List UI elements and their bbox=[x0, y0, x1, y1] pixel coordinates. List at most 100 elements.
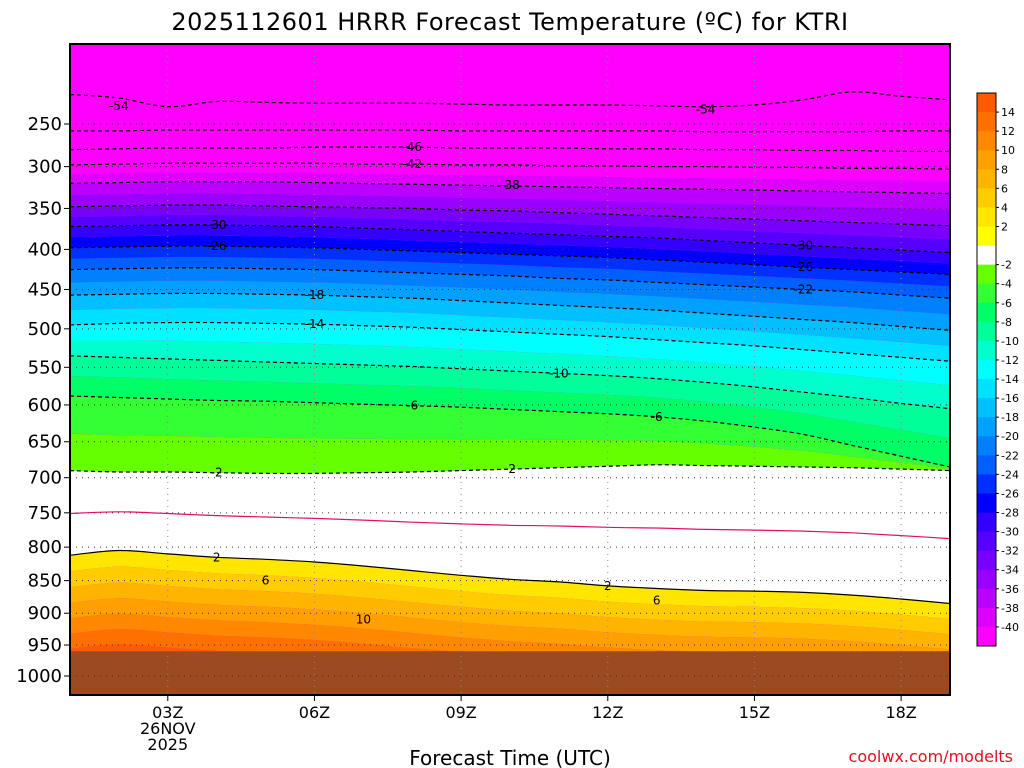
pressure-tick-label: 900 bbox=[28, 603, 62, 624]
temp-band bbox=[70, 235, 950, 275]
temperature-fill-layers bbox=[70, 44, 950, 695]
isotherm-label-text: 2 bbox=[213, 550, 221, 564]
colorbar-swatch bbox=[977, 436, 996, 456]
grid-lines bbox=[70, 44, 950, 695]
isotherm-label: 2 bbox=[604, 579, 612, 593]
colorbar-swatch bbox=[977, 131, 996, 151]
isotherm-label-text: 6 bbox=[653, 593, 661, 607]
pressure-tick-label: 850 bbox=[28, 571, 62, 592]
isotherm-label: -42 bbox=[402, 157, 422, 171]
isotherm-label: -30 bbox=[794, 238, 814, 252]
isotherm-labels: -54 -54-46-42-38-30-30-26-26-22-18-14-10-… bbox=[109, 99, 814, 627]
colorbar-swatch bbox=[977, 474, 996, 494]
isotherm-label-text: -14 bbox=[305, 317, 325, 331]
pressure-tick-label: 550 bbox=[28, 357, 62, 378]
time-tick-label: 12Z bbox=[592, 703, 623, 722]
isotherm-label: -2 bbox=[211, 466, 223, 480]
temp-band bbox=[70, 629, 950, 652]
isotherm-label: -2 bbox=[504, 462, 516, 476]
colorbar-swatch bbox=[977, 531, 996, 552]
colorbar-label: 6 bbox=[1001, 182, 1008, 195]
time-tick-label: 03Z bbox=[152, 703, 183, 722]
isotherm-lines bbox=[70, 91, 950, 605]
isotherm-label: -26 bbox=[794, 260, 814, 274]
pressure-tick-label: 800 bbox=[28, 537, 62, 558]
time-tick-label: 18Z bbox=[885, 703, 916, 722]
temp-band bbox=[70, 181, 950, 210]
chart-title: 2025112601 HRRR Forecast Temperature (ºC… bbox=[171, 8, 848, 36]
pressure-tick-label: 400 bbox=[28, 239, 62, 260]
isotherm-label-text: 10 bbox=[356, 613, 371, 627]
colorbar-label: -4 bbox=[1001, 278, 1012, 291]
plot-frame bbox=[69, 43, 951, 696]
colorbar-swatch bbox=[977, 550, 996, 571]
temp-band bbox=[70, 550, 950, 620]
colorbar-label: 12 bbox=[1001, 125, 1015, 138]
isotherm-label-text: -26 bbox=[207, 239, 227, 253]
isotherm-label: 6 bbox=[262, 574, 270, 588]
temp-band bbox=[70, 433, 950, 474]
colorbar-swatch bbox=[977, 150, 996, 170]
time-tick-label: 09Z bbox=[445, 703, 476, 722]
colorbar-label: 2 bbox=[1001, 220, 1008, 233]
isotherm-label-text: -46 bbox=[402, 140, 422, 154]
temp-band bbox=[70, 280, 950, 331]
temp-band bbox=[70, 172, 950, 194]
time-tick-label: 15Z bbox=[739, 703, 770, 722]
isotherm-label: -38 bbox=[500, 178, 520, 192]
isotherm-label-text: -30 bbox=[207, 218, 227, 232]
colorbar-frame bbox=[976, 92, 997, 647]
colorbar: 14 12 10 8 6 4 2 -2 -4 -6 -8 -10 -12 -14 -16 -18 -20 -22 -… bbox=[976, 92, 1019, 647]
isotherm-label: 10 bbox=[356, 613, 371, 627]
pressure-tick-label: 750 bbox=[28, 503, 62, 524]
isotherm-label-text: -54 bbox=[696, 102, 716, 116]
colorbar-swatch bbox=[977, 226, 996, 247]
colorbar-label: -34 bbox=[1001, 564, 1019, 577]
colorbar-swatch bbox=[977, 417, 996, 437]
colorbar-swatch bbox=[977, 455, 996, 475]
isotherm-label-text: 2 bbox=[604, 579, 612, 593]
isotherm-label: -10 bbox=[549, 366, 569, 380]
colorbar-label: 14 bbox=[1001, 106, 1015, 119]
colorbar-label: -22 bbox=[1001, 449, 1019, 462]
colorbar-swatch bbox=[977, 245, 996, 266]
colorbar-swatch bbox=[977, 340, 996, 361]
isotherm-label-text: -2 bbox=[211, 466, 223, 480]
temp-band bbox=[70, 257, 950, 299]
colorbar-label: -18 bbox=[1001, 411, 1019, 424]
temp-band bbox=[70, 155, 950, 170]
colorbar-label: -40 bbox=[1001, 621, 1019, 634]
temp-band bbox=[70, 598, 950, 652]
isotherm-label-text: -22 bbox=[794, 283, 814, 297]
temp-band bbox=[70, 566, 950, 635]
pressure-tick-label: 300 bbox=[28, 157, 62, 178]
colorbar-label: -8 bbox=[1001, 316, 1012, 329]
colorbar-label: -12 bbox=[1001, 354, 1019, 367]
colorbar-swatch bbox=[977, 607, 996, 628]
isotherm-line bbox=[70, 549, 950, 605]
colorbar-label: -2 bbox=[1001, 259, 1012, 272]
colorbar-swatch bbox=[977, 207, 996, 227]
isotherm-label-text: -26 bbox=[794, 260, 814, 274]
pressure-tick-label: 700 bbox=[28, 468, 62, 489]
colorbar-swatch bbox=[977, 169, 996, 189]
colorbar-swatch bbox=[977, 493, 996, 514]
pressure-tick-label: 650 bbox=[28, 432, 62, 453]
isotherm-label: -54 bbox=[696, 102, 716, 116]
isotherm-label: -22 bbox=[794, 283, 814, 297]
colorbar-swatch bbox=[977, 359, 996, 380]
ground-layer bbox=[70, 651, 950, 695]
isotherm-label: -6 bbox=[651, 410, 663, 424]
isotherm-label-text: 6 bbox=[262, 574, 270, 588]
pressure-tick-label: 1000 bbox=[16, 666, 62, 687]
time-tick-label: 26NOV bbox=[140, 719, 196, 738]
credit-link[interactable]: coolwx.com/modelts bbox=[849, 747, 1013, 766]
colorbar-swatch bbox=[977, 588, 996, 609]
time-tick-label: 2025 bbox=[147, 735, 188, 754]
pressure-tick-label: 250 bbox=[28, 114, 62, 135]
isotherm-label: -46 bbox=[402, 140, 422, 154]
pressure-tick-label: 350 bbox=[28, 198, 62, 219]
temp-band bbox=[70, 376, 950, 467]
temp-band bbox=[70, 340, 950, 409]
